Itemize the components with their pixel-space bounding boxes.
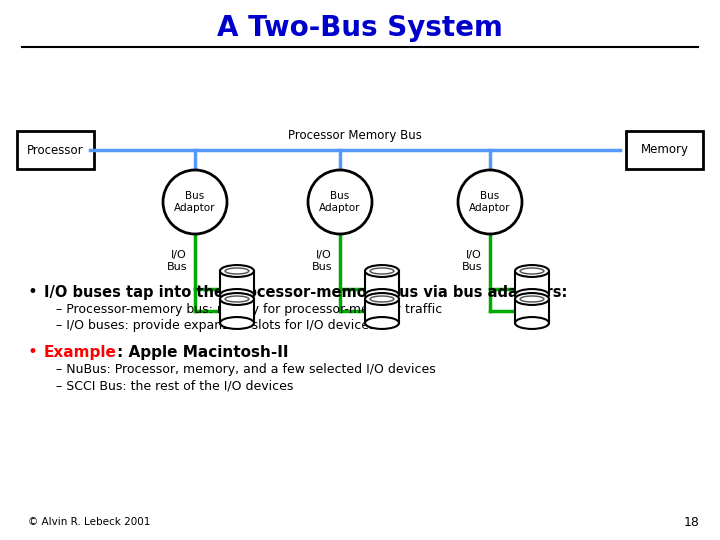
Circle shape [458, 170, 522, 234]
Text: Processor: Processor [27, 144, 84, 157]
Ellipse shape [220, 317, 254, 329]
Text: Bus
Adaptor: Bus Adaptor [469, 191, 510, 213]
Text: I/O
Bus: I/O Bus [462, 250, 482, 272]
Ellipse shape [365, 289, 399, 301]
Ellipse shape [220, 293, 254, 305]
Text: – Processor-memory bus: mainly for processor-memory traffic: – Processor-memory bus: mainly for proce… [56, 303, 442, 316]
Text: I/O
Bus: I/O Bus [166, 250, 187, 272]
Text: © Alvin R. Lebeck 2001: © Alvin R. Lebeck 2001 [28, 517, 150, 527]
Text: 18: 18 [684, 516, 700, 529]
Ellipse shape [220, 265, 254, 277]
Ellipse shape [520, 296, 544, 302]
Bar [515, 271, 549, 295]
Bar [220, 271, 254, 295]
Text: – NuBus: Processor, memory, and a few selected I/O devices: – NuBus: Processor, memory, and a few se… [56, 363, 436, 376]
Text: I/O buses tap into the processor-memory bus via bus adaptors:: I/O buses tap into the processor-memory … [44, 285, 567, 300]
Bar [365, 271, 399, 295]
Ellipse shape [515, 289, 549, 301]
Ellipse shape [365, 293, 399, 305]
Ellipse shape [220, 289, 254, 301]
Text: •: • [28, 283, 38, 301]
Circle shape [308, 170, 372, 234]
Text: •: • [28, 343, 38, 361]
Bar [220, 299, 254, 323]
Ellipse shape [370, 296, 394, 302]
Ellipse shape [370, 268, 394, 274]
Bar [515, 299, 549, 323]
Text: Memory: Memory [641, 144, 688, 157]
Text: – SCCI Bus: the rest of the I/O devices: – SCCI Bus: the rest of the I/O devices [56, 380, 293, 393]
Circle shape [163, 170, 227, 234]
Text: A Two-Bus System: A Two-Bus System [217, 14, 503, 42]
Text: Example: Example [44, 345, 117, 360]
Ellipse shape [520, 268, 544, 274]
Ellipse shape [225, 296, 249, 302]
Text: – I/O buses: provide expansion slots for I/O devices: – I/O buses: provide expansion slots for… [56, 320, 376, 333]
Ellipse shape [515, 293, 549, 305]
Bar [365, 299, 399, 323]
Text: Bus
Adaptor: Bus Adaptor [174, 191, 216, 213]
Ellipse shape [225, 268, 249, 274]
Text: : Apple Macintosh-II: : Apple Macintosh-II [117, 345, 289, 360]
Text: Processor Memory Bus: Processor Memory Bus [288, 129, 422, 142]
Text: Bus
Adaptor: Bus Adaptor [319, 191, 361, 213]
Ellipse shape [515, 265, 549, 277]
Ellipse shape [365, 265, 399, 277]
Text: I/O
Bus: I/O Bus [312, 250, 332, 272]
Ellipse shape [515, 317, 549, 329]
Ellipse shape [365, 317, 399, 329]
FancyBboxPatch shape [17, 131, 94, 169]
FancyBboxPatch shape [626, 131, 703, 169]
